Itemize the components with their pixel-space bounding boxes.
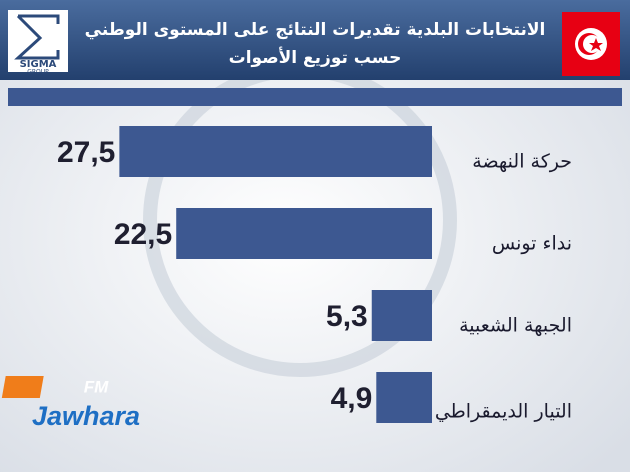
station-text: Jawhara xyxy=(32,401,140,431)
category-label: حركة النهضة xyxy=(472,151,572,173)
chart-title: الانتخابات البلدية تقديرات النتائج على ا… xyxy=(85,20,546,40)
fm-badge xyxy=(1,376,44,398)
value-label: 27,5 xyxy=(57,136,115,169)
value-label: 5,3 xyxy=(326,300,368,333)
value-label: 22,5 xyxy=(114,218,172,251)
category-label: التيار الديمقراطي xyxy=(435,401,572,423)
bar xyxy=(176,208,432,259)
bar xyxy=(376,372,432,423)
category-label: نداء تونس xyxy=(492,233,572,255)
bar xyxy=(119,126,433,177)
bar xyxy=(371,290,432,341)
flag-star xyxy=(589,38,603,51)
chart-subtitle: حسب توزيع الأصوات xyxy=(229,47,402,68)
category-label: الجبهة الشعبية xyxy=(459,315,572,337)
sigma-text: SIGMA xyxy=(20,59,57,70)
header xyxy=(0,0,630,80)
sigma-icon xyxy=(14,14,60,60)
header-band xyxy=(8,88,622,106)
fm-text: FM xyxy=(84,377,109,396)
value-label: 4,9 xyxy=(331,382,373,415)
sigma-sub: GROUP xyxy=(27,69,49,76)
